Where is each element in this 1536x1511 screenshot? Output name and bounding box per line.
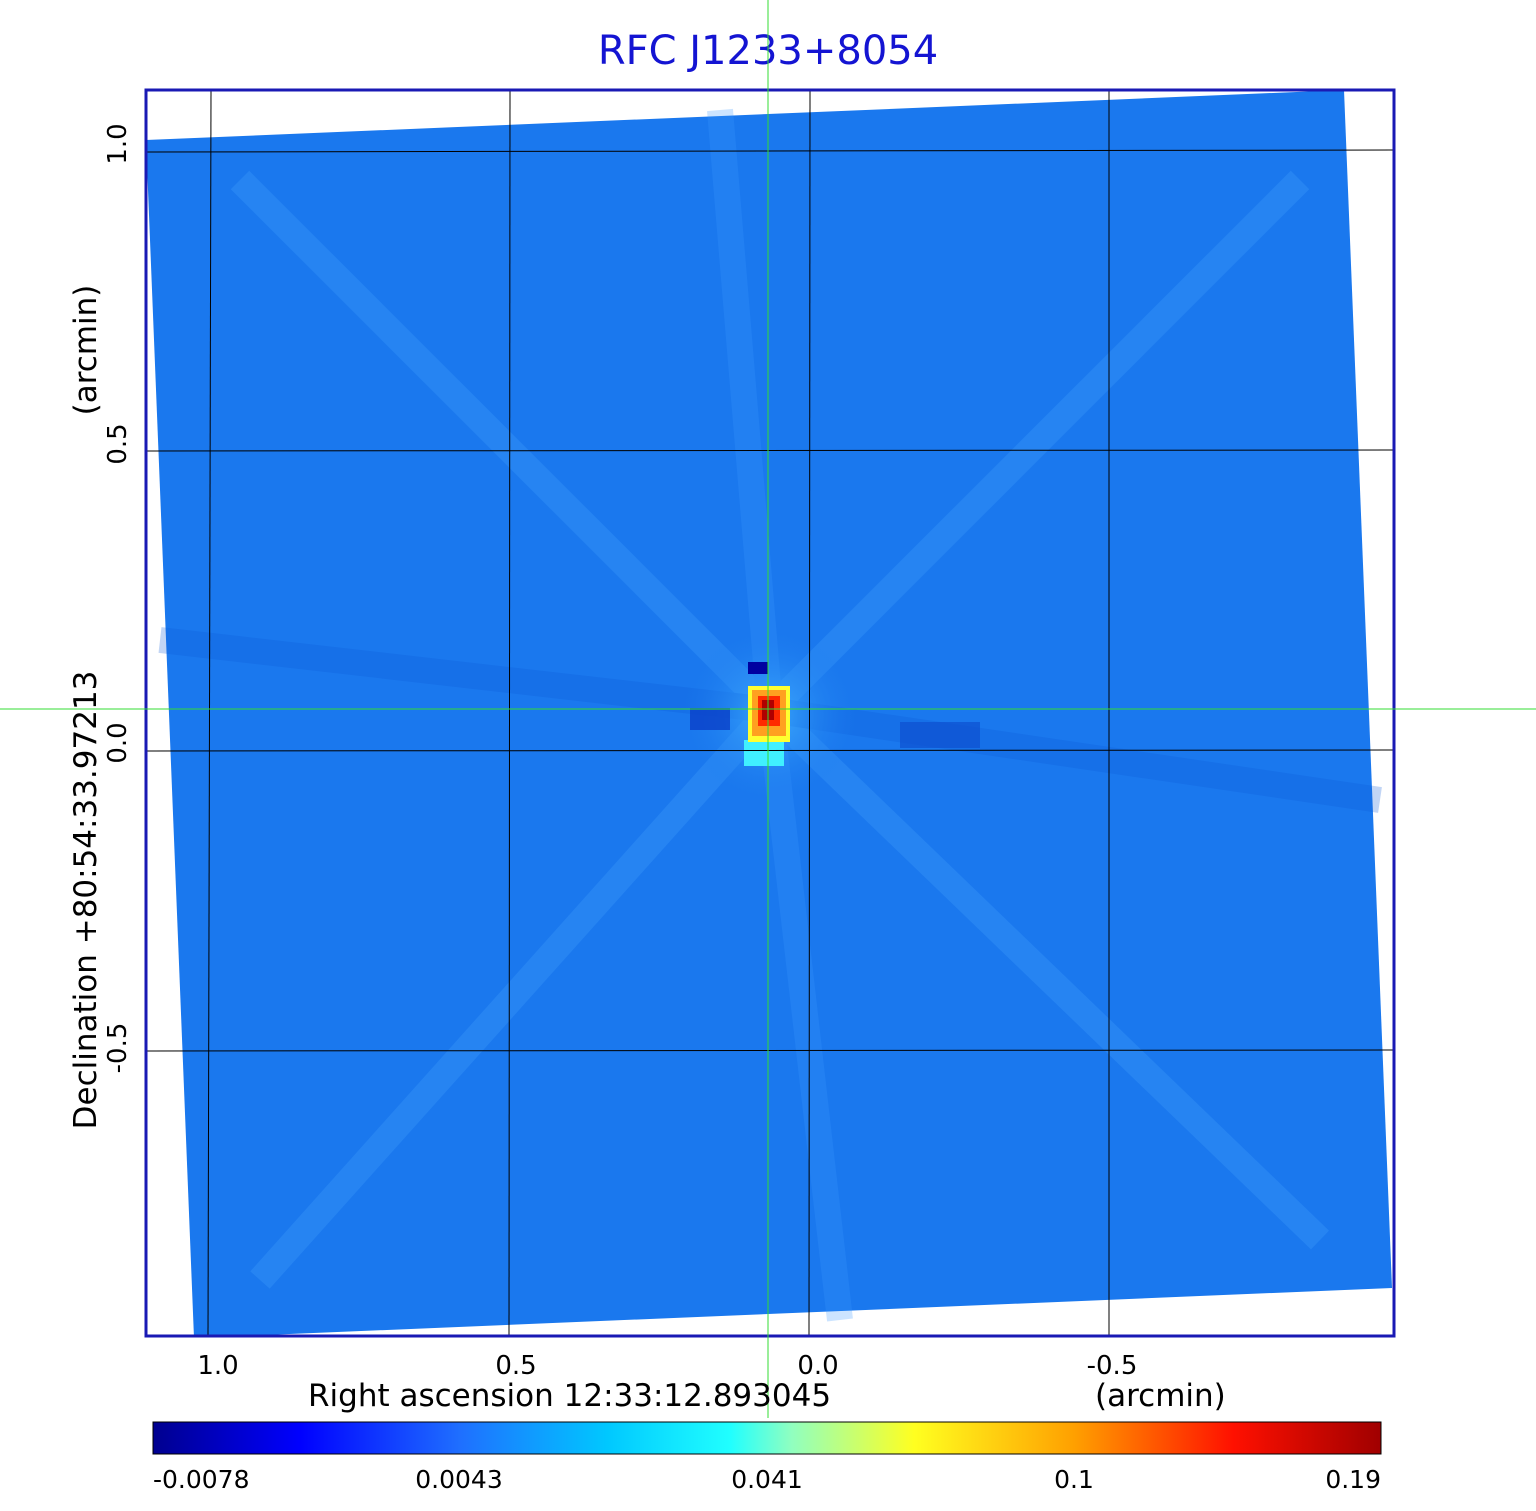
y-tick-label: 1.0 (103, 123, 133, 164)
coordinate-grid (145, 89, 1395, 1337)
plot-frame (144, 88, 1396, 1338)
colorbar-tick-label: -0.0078 (153, 1465, 250, 1494)
negative-lobe (900, 722, 980, 748)
y-tick-label: -0.5 (103, 1023, 133, 1074)
x-tick-label: -0.5 (1087, 1351, 1138, 1381)
colorbar-tick-label: 0.041 (731, 1465, 803, 1494)
y-axis-label: Declination +80:54:33.97213 (68, 671, 104, 1130)
x-tick-label: 0.5 (495, 1351, 536, 1381)
x-axis-unit: (arcmin) (1095, 1378, 1226, 1414)
sidelobe-streaks (158, 108, 1382, 1322)
crosshair (0, 0, 1536, 1418)
source-tail (744, 740, 784, 766)
x-axis-label: Right ascension 12:33:12.893045 (308, 1378, 831, 1414)
image-area (146, 90, 1392, 1336)
colorbar-tick-label: 0.1 (1054, 1465, 1094, 1494)
negative-lobe (690, 708, 730, 730)
colorbar-tick-label: 0.19 (1325, 1465, 1381, 1494)
y-tick-label: 0.0 (103, 722, 133, 763)
x-tick-label: 1.0 (197, 1351, 238, 1381)
colorbar-tick-label: 0.0043 (415, 1465, 502, 1494)
y-tick-label: 0.5 (103, 423, 133, 464)
x-tick-label: 0.0 (797, 1351, 838, 1381)
colorbar (152, 1421, 1382, 1455)
y-axis-unit: (arcmin) (68, 285, 104, 416)
negative-lobe (748, 662, 768, 674)
